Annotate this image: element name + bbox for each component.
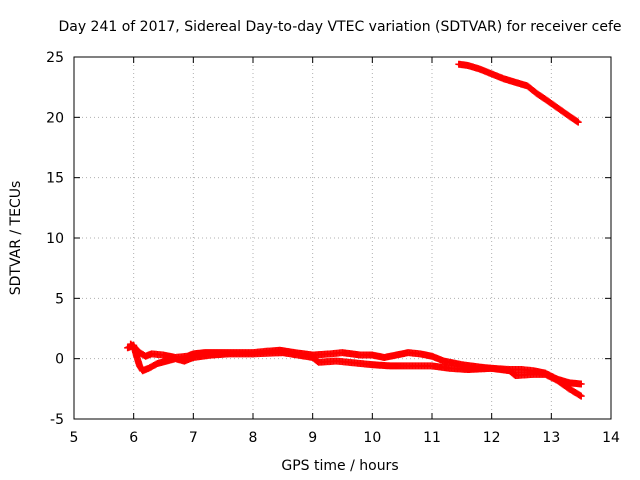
data-points — [124, 60, 585, 400]
data-marker — [574, 118, 582, 126]
series-upper-arc — [455, 60, 582, 126]
y-tick-label: 25 — [46, 50, 64, 66]
y-tick-label: -5 — [50, 412, 64, 428]
x-tick-label: 11 — [423, 430, 441, 446]
data-marker — [577, 380, 585, 388]
x-tick-label: 6 — [129, 430, 138, 446]
y-axis-label: SDTVAR / TECUs — [8, 181, 24, 296]
chart-title: Day 241 of 2017, Sidereal Day-to-day VTE… — [58, 19, 621, 35]
y-tick-label: 15 — [46, 171, 64, 187]
x-tick-label: 14 — [602, 430, 620, 446]
y-tick-label: 0 — [55, 352, 64, 368]
y-tick-label: 5 — [55, 291, 64, 307]
x-tick-label: 9 — [308, 430, 317, 446]
x-tick-label: 7 — [189, 430, 198, 446]
axis-ticks: 5 6 7 8 9 10 11 12 13 14 -5 0 5 10 15 20 25 — [46, 50, 620, 446]
data-marker — [577, 392, 585, 400]
y-tick-label: 10 — [46, 231, 64, 247]
x-tick-label: 8 — [249, 430, 258, 446]
x-tick-label: 10 — [363, 430, 381, 446]
x-tick-label: 12 — [483, 430, 501, 446]
x-axis-label: GPS time / hours — [281, 458, 398, 474]
x-tick-label: 13 — [542, 430, 560, 446]
series-lower-trace-b — [124, 341, 585, 400]
y-tick-label: 20 — [46, 110, 64, 126]
x-tick-label: 5 — [70, 430, 79, 446]
